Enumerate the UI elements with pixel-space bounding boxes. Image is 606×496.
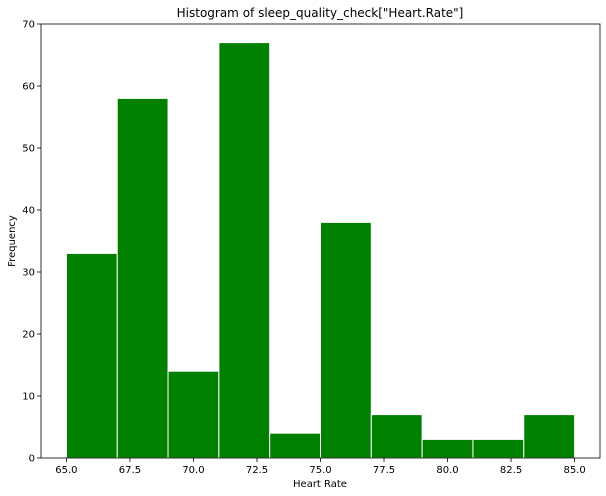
- y-tick-label: 20: [22, 330, 35, 341]
- chart-title: Histogram of sleep_quality_check["Heart.…: [177, 6, 464, 20]
- y-tick-label: 40: [22, 206, 35, 217]
- y-tick-label: 10: [22, 392, 35, 403]
- y-tick-label: 70: [22, 20, 35, 31]
- y-axis-ticks: 0 10 20 30 40 50 60 70: [22, 20, 41, 465]
- histogram-bar: [472, 438, 525, 459]
- histogram-bar: [421, 438, 474, 459]
- histogram-bar: [269, 432, 322, 459]
- x-tick-label: 70.0: [182, 465, 204, 476]
- histogram-bar: [167, 370, 220, 459]
- histogram-bar: [523, 414, 576, 459]
- histogram-bar: [116, 97, 169, 459]
- x-tick-label: 72.5: [246, 465, 268, 476]
- histogram-bar: [320, 221, 372, 459]
- x-tick-label: 85.0: [563, 465, 585, 476]
- x-tick-label: 65.0: [55, 465, 77, 476]
- histogram-bar: [370, 414, 423, 459]
- bars-group: [65, 42, 576, 459]
- x-axis-label: Heart Rate: [293, 479, 347, 490]
- x-axis-ticks: 65.0 67.5 70.0 72.5 75.0 77.5 80.0 82.5 85.0: [55, 458, 586, 476]
- x-tick-label: 80.0: [436, 465, 458, 476]
- y-axis-label: Frequency: [7, 215, 18, 267]
- y-tick-label: 50: [22, 144, 35, 155]
- y-tick-label: 0: [29, 454, 35, 465]
- plot-frame: [40, 23, 601, 459]
- histogram-bar: [65, 252, 118, 459]
- x-tick-label: 82.5: [500, 465, 522, 476]
- histogram-bar: [218, 42, 271, 459]
- y-tick-label: 30: [22, 268, 35, 279]
- x-tick-label: 77.5: [373, 465, 395, 476]
- y-tick-label: 60: [22, 82, 35, 93]
- x-tick-label: 67.5: [119, 465, 141, 476]
- x-tick-label: 75.0: [309, 465, 331, 476]
